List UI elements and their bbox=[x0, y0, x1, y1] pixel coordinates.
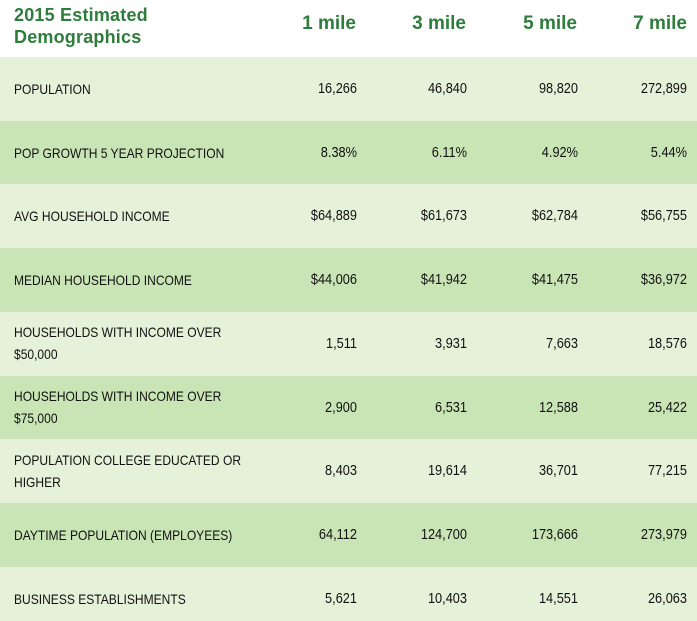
row-label: DAYTIME POPULATION (EMPLOYEES) bbox=[14, 524, 232, 546]
cell-5-mile: 4.92% bbox=[541, 145, 578, 161]
row-label-line2: $75,000 bbox=[14, 410, 58, 426]
table-row-households-income-75k: HOUSEHOLDS WITH INCOME OVER $75,000 2,90… bbox=[0, 376, 697, 439]
row-label-line1: POPULATION bbox=[14, 81, 91, 97]
table-row-population: POPULATION 16,266 46,840 98,820 272,899 bbox=[0, 57, 697, 121]
cell-3-mile: 6.11% bbox=[431, 145, 467, 161]
cell-7-mile: 273,979 bbox=[640, 527, 687, 543]
row-label-line1: MEDIAN HOUSEHOLD INCOME bbox=[14, 272, 192, 288]
cell-3-mile: 3,931 bbox=[435, 336, 467, 352]
table-row-pop-growth: POP GROWTH 5 YEAR PROJECTION 8.38% 6.11%… bbox=[0, 121, 697, 184]
column-header-5-mile: 5 mile bbox=[523, 13, 577, 34]
column-header-3-mile: 3 mile bbox=[412, 13, 466, 34]
cell-3-mile: $61,673 bbox=[420, 208, 467, 224]
cell-1-mile: 8,403 bbox=[325, 463, 357, 479]
row-label: POPULATION bbox=[14, 78, 91, 100]
cell-1-mile: 16,266 bbox=[317, 81, 357, 97]
table-row-households-income-50k: HOUSEHOLDS WITH INCOME OVER $50,000 1,51… bbox=[0, 312, 697, 376]
cell-7-mile: 26,063 bbox=[647, 591, 687, 607]
row-label-line1: POP GROWTH 5 YEAR PROJECTION bbox=[14, 145, 225, 161]
cell-7-mile: 18,576 bbox=[647, 336, 687, 352]
cell-3-mile: 124,700 bbox=[420, 527, 467, 543]
row-label-line1: POPULATION COLLEGE EDUCATED OR bbox=[14, 452, 242, 468]
cell-5-mile: $62,784 bbox=[531, 208, 578, 224]
cell-5-mile: 36,701 bbox=[538, 463, 578, 479]
cell-3-mile: 19,614 bbox=[427, 463, 467, 479]
table-title-line2: Demographics bbox=[14, 27, 142, 47]
cell-5-mile: 12,588 bbox=[538, 400, 578, 416]
cell-5-mile: 14,551 bbox=[538, 591, 578, 607]
row-label-line2: $50,000 bbox=[14, 346, 58, 362]
table-title: 2015 Estimated Demographics bbox=[14, 4, 148, 48]
column-header-1-mile: 1 mile bbox=[302, 13, 356, 34]
table-row-daytime-population: DAYTIME POPULATION (EMPLOYEES) 64,112 12… bbox=[0, 503, 697, 567]
table-row-business-establishments: BUSINESS ESTABLISHMENTS 5,621 10,403 14,… bbox=[0, 567, 697, 621]
row-label: HOUSEHOLDS WITH INCOME OVER $75,000 bbox=[14, 385, 221, 429]
row-label: HOUSEHOLDS WITH INCOME OVER $50,000 bbox=[14, 321, 221, 365]
cell-1-mile: 1,511 bbox=[326, 336, 357, 352]
table-row-avg-household-income: AVG HOUSEHOLD INCOME $64,889 $61,673 $62… bbox=[0, 184, 697, 248]
row-label: AVG HOUSEHOLD INCOME bbox=[14, 205, 170, 227]
table-row-median-household-income: MEDIAN HOUSEHOLD INCOME $44,006 $41,942 … bbox=[0, 248, 697, 312]
row-label-line1: HOUSEHOLDS WITH INCOME OVER bbox=[14, 388, 222, 404]
cell-7-mile: 77,215 bbox=[647, 463, 687, 479]
cell-5-mile: 98,820 bbox=[538, 81, 578, 97]
column-header-7-mile: 7 mile bbox=[633, 13, 687, 34]
cell-3-mile: 10,403 bbox=[427, 591, 467, 607]
row-label: POPULATION COLLEGE EDUCATED OR HIGHER bbox=[14, 449, 241, 493]
row-label: MEDIAN HOUSEHOLD INCOME bbox=[14, 269, 192, 291]
cell-7-mile: 272,899 bbox=[640, 81, 687, 97]
row-label-line1: BUSINESS ESTABLISHMENTS bbox=[14, 591, 186, 607]
cell-5-mile: 173,666 bbox=[531, 527, 578, 543]
cell-7-mile: 25,422 bbox=[647, 400, 687, 416]
cell-1-mile: 2,900 bbox=[325, 400, 357, 416]
cell-1-mile: 8.38% bbox=[320, 145, 357, 161]
cell-1-mile: $64,889 bbox=[310, 208, 357, 224]
cell-3-mile: $41,942 bbox=[420, 272, 467, 288]
row-label: POP GROWTH 5 YEAR PROJECTION bbox=[14, 142, 224, 164]
row-label-line1: HOUSEHOLDS WITH INCOME OVER bbox=[14, 324, 222, 340]
row-label: BUSINESS ESTABLISHMENTS bbox=[14, 588, 186, 610]
cell-5-mile: 7,663 bbox=[546, 336, 578, 352]
cell-7-mile: $36,972 bbox=[640, 272, 687, 288]
cell-1-mile: 64,112 bbox=[318, 527, 357, 543]
cell-3-mile: 6,531 bbox=[435, 400, 467, 416]
row-label-line1: AVG HOUSEHOLD INCOME bbox=[14, 208, 170, 224]
table-row-college-educated: POPULATION COLLEGE EDUCATED OR HIGHER 8,… bbox=[0, 439, 697, 503]
cell-7-mile: 5.44% bbox=[650, 145, 687, 161]
row-label-line1: DAYTIME POPULATION (EMPLOYEES) bbox=[14, 527, 233, 543]
cell-7-mile: $56,755 bbox=[640, 208, 687, 224]
row-label-line2: HIGHER bbox=[14, 474, 61, 490]
cell-1-mile: 5,621 bbox=[325, 591, 357, 607]
table-header: 2015 Estimated Demographics 1 mile 3 mil… bbox=[0, 0, 697, 57]
cell-1-mile: $44,006 bbox=[310, 272, 357, 288]
cell-3-mile: 46,840 bbox=[427, 81, 467, 97]
cell-5-mile: $41,475 bbox=[531, 272, 578, 288]
table-title-line1: 2015 Estimated bbox=[14, 5, 148, 25]
